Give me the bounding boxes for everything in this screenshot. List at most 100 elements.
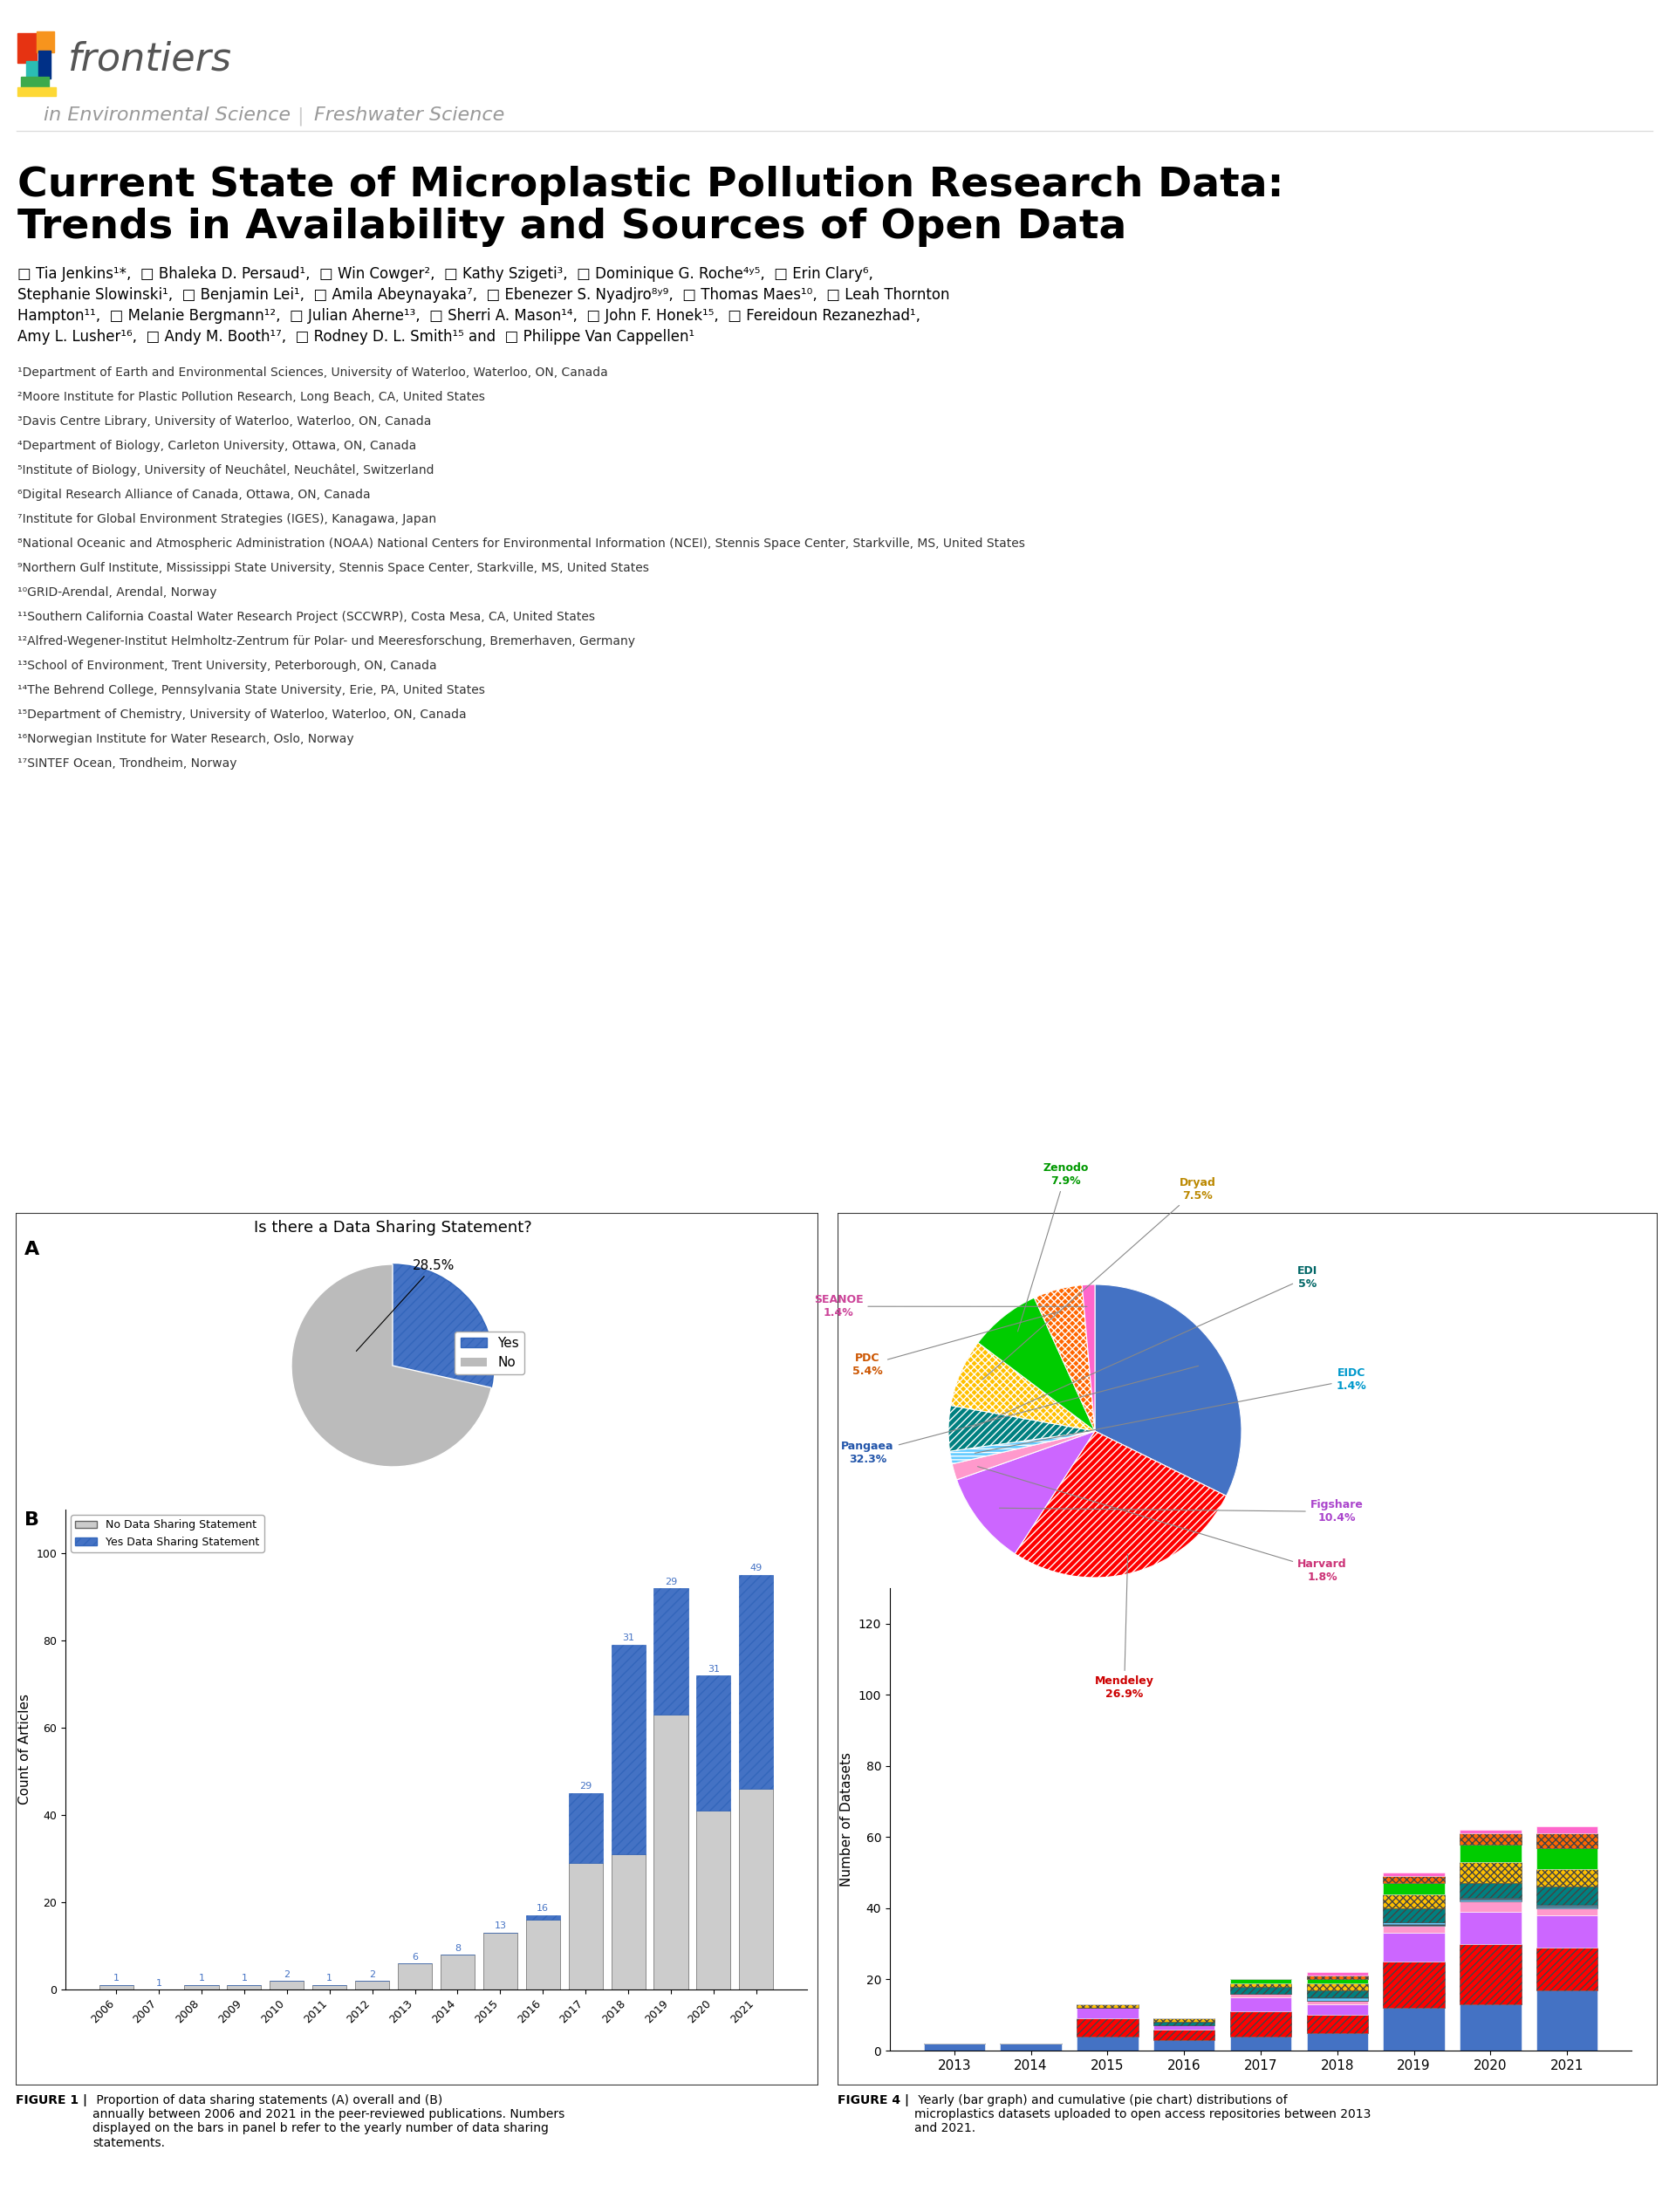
Bar (923, 2044, 985, 2051)
Bar (1537, 1869, 1597, 1887)
Bar (1537, 1947, 1597, 1991)
Text: 1: 1 (113, 1975, 118, 1982)
Text: FIGURE 4 |: FIGURE 4 | (838, 2095, 910, 2106)
Wedge shape (292, 1265, 491, 1467)
Bar (1460, 2004, 1520, 2051)
Text: 16: 16 (537, 1905, 549, 1913)
Text: frontiers: frontiers (68, 40, 232, 77)
Bar (526, 1916, 561, 1920)
Bar (1153, 2022, 1215, 2026)
Bar (696, 1812, 731, 1989)
Bar (1230, 1986, 1292, 1993)
Text: 1: 1 (199, 1975, 205, 1982)
Bar (1307, 1973, 1369, 1975)
Text: SEANOE
1.4%: SEANOE 1.4% (814, 1294, 1087, 1318)
Bar (1307, 1997, 1369, 2002)
Wedge shape (948, 1405, 1095, 1451)
Bar (1384, 2008, 1445, 2051)
Bar (1230, 2037, 1292, 2051)
Bar (1077, 2020, 1138, 2037)
Bar (1230, 1997, 1292, 2011)
Text: ¹²Alfred-Wegener-Institut Helmholtz-Zentrum für Polar- und Meeresforschung, Brem: ¹²Alfred-Wegener-Institut Helmholtz-Zent… (17, 635, 636, 648)
Bar (27, 62, 38, 80)
Bar (1153, 2028, 1215, 2039)
Bar (654, 1714, 688, 1989)
Bar (22, 77, 48, 88)
Text: Harvard
1.8%: Harvard 1.8% (978, 1467, 1347, 1582)
Bar (17, 86, 55, 95)
Bar (1307, 2002, 1369, 2004)
Wedge shape (978, 1298, 1095, 1431)
Bar (1307, 2015, 1369, 2033)
Bar (1460, 1898, 1520, 1900)
Bar (1460, 1829, 1520, 1834)
Bar (1537, 1905, 1597, 1909)
Bar (185, 1984, 219, 1989)
Wedge shape (1095, 1285, 1242, 1495)
Text: EDI
5%: EDI 5% (973, 1265, 1317, 1427)
Bar (1537, 1827, 1597, 1834)
Text: Yearly (bar graph) and cumulative (pie chart) distributions of
microplastics dat: Yearly (bar graph) and cumulative (pie c… (915, 2095, 1370, 2135)
Bar (739, 1575, 773, 1790)
Bar (1384, 1882, 1445, 1893)
Bar (1460, 1911, 1520, 1944)
Bar (611, 1646, 646, 1854)
Text: 28.5%: 28.5% (355, 1259, 456, 1352)
Bar (227, 1984, 262, 1989)
Bar (1537, 1887, 1597, 1905)
Bar (1384, 1922, 1445, 1927)
Text: Hampton¹¹,  □ Melanie Bergmann¹²,  □ Julian Aherne¹³,  □ Sherri A. Mason¹⁴,  □ J: Hampton¹¹, □ Melanie Bergmann¹², □ Julia… (17, 307, 920, 323)
Wedge shape (392, 1265, 494, 1387)
Bar (569, 1794, 603, 1863)
Bar (1153, 2026, 1215, 2028)
Bar (482, 1933, 517, 1989)
Text: 8: 8 (454, 1944, 461, 1953)
Bar (1230, 1982, 1292, 1986)
Bar (98, 1984, 134, 1989)
Text: ⁸National Oceanic and Atmospheric Administration (NOAA) National Centers for Env: ⁸National Oceanic and Atmospheric Admini… (17, 538, 1025, 551)
Text: 71.5%: 71.5% (149, 1571, 190, 1584)
Bar (1384, 1933, 1445, 1962)
Bar (1000, 2044, 1061, 2051)
Text: 31: 31 (708, 1663, 719, 1672)
Text: 1: 1 (155, 1978, 162, 1986)
Text: 29: 29 (579, 1783, 592, 1792)
Bar (1460, 1863, 1520, 1882)
Bar (441, 1955, 474, 1989)
Y-axis label: Number of Datasets: Number of Datasets (841, 1752, 853, 1887)
Wedge shape (1035, 1285, 1095, 1431)
Bar (38, 51, 50, 80)
Text: Freshwater Science: Freshwater Science (314, 106, 504, 124)
Bar (37, 31, 53, 53)
Bar (569, 1863, 603, 1989)
Bar (1384, 1962, 1445, 2008)
Wedge shape (951, 1431, 1095, 1480)
Text: ¹¹Southern California Coastal Water Research Project (SCCWRP), Costa Mesa, CA, U: ¹¹Southern California Coastal Water Rese… (17, 611, 596, 624)
Text: FIGURE 1 |: FIGURE 1 | (15, 2095, 87, 2106)
Bar (1537, 1834, 1597, 1847)
Bar (611, 1854, 646, 1989)
Text: ⁴Department of Biology, Carleton University, Ottawa, ON, Canada: ⁴Department of Biology, Carleton Univers… (17, 440, 416, 451)
Bar (526, 1920, 561, 1989)
Text: Trends in Availability and Sources of Open Data: Trends in Availability and Sources of Op… (17, 208, 1127, 248)
Bar (270, 1980, 304, 1989)
Text: 2: 2 (284, 1971, 290, 1978)
Text: Current State of Microplastic Pollution Research Data:: Current State of Microplastic Pollution … (17, 166, 1283, 206)
Wedge shape (951, 1343, 1095, 1431)
Bar (1537, 1991, 1597, 2051)
Bar (1384, 1927, 1445, 1933)
Bar (17, 33, 37, 62)
Wedge shape (950, 1431, 1095, 1464)
Text: Proportion of data sharing statements (A) overall and (B)
annually between 2006 : Proportion of data sharing statements (A… (92, 2095, 564, 2148)
Legend: No Data Sharing Statement, Yes Data Sharing Statement: No Data Sharing Statement, Yes Data Shar… (70, 1515, 264, 1553)
Bar (1384, 1876, 1445, 1882)
Wedge shape (1015, 1431, 1227, 1577)
Bar (1307, 2033, 1369, 2051)
Title: Is there a Data Sharing Statement?: Is there a Data Sharing Statement? (254, 1219, 532, 1234)
Bar (1230, 2011, 1292, 2037)
Bar (1460, 1845, 1520, 1863)
Legend: Yes, No: Yes, No (456, 1332, 524, 1374)
Text: EIDC
1.4%: EIDC 1.4% (975, 1367, 1367, 1453)
Text: ¹⁵Department of Chemistry, University of Waterloo, Waterloo, ON, Canada: ¹⁵Department of Chemistry, University of… (17, 708, 466, 721)
Text: ³Davis Centre Library, University of Waterloo, Waterloo, ON, Canada: ³Davis Centre Library, University of Wat… (17, 416, 431, 427)
